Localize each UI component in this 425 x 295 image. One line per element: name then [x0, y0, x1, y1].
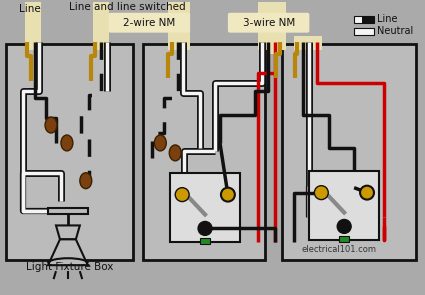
- FancyBboxPatch shape: [228, 13, 309, 33]
- Bar: [93, 2, 109, 53]
- Ellipse shape: [80, 173, 92, 189]
- Bar: [339, 236, 349, 242]
- Bar: [282, 44, 416, 260]
- Text: Light Fixture Box: Light Fixture Box: [26, 262, 113, 272]
- Bar: [295, 36, 322, 50]
- Bar: [168, 2, 190, 53]
- Bar: [258, 2, 286, 53]
- Bar: [143, 44, 265, 260]
- Text: 3-wire NM: 3-wire NM: [243, 18, 295, 28]
- Ellipse shape: [154, 135, 166, 151]
- FancyBboxPatch shape: [109, 13, 190, 33]
- Circle shape: [337, 219, 351, 233]
- Circle shape: [175, 188, 189, 201]
- Text: Line and line switched: Line and line switched: [69, 2, 186, 12]
- Ellipse shape: [61, 135, 73, 151]
- Bar: [354, 28, 374, 35]
- Circle shape: [360, 186, 374, 200]
- Bar: [168, 36, 190, 50]
- Text: electrical101.com: electrical101.com: [302, 245, 377, 254]
- Bar: [25, 36, 41, 50]
- Bar: [362, 16, 374, 23]
- Text: Line: Line: [377, 14, 397, 24]
- Ellipse shape: [169, 145, 181, 161]
- Circle shape: [221, 188, 235, 201]
- Circle shape: [198, 222, 212, 235]
- Text: Neutral: Neutral: [377, 26, 413, 36]
- Text: 2-wire NM: 2-wire NM: [123, 18, 176, 28]
- Bar: [354, 16, 374, 23]
- Circle shape: [314, 186, 328, 200]
- Polygon shape: [48, 239, 88, 265]
- Bar: [200, 238, 210, 244]
- Bar: [93, 36, 109, 50]
- Bar: [25, 2, 41, 53]
- Text: Line: Line: [19, 4, 41, 14]
- Bar: [170, 173, 240, 242]
- Bar: [6, 44, 133, 260]
- Ellipse shape: [45, 117, 57, 133]
- Bar: [258, 36, 286, 50]
- Polygon shape: [56, 225, 80, 239]
- Bar: [48, 208, 88, 214]
- Bar: [309, 171, 379, 240]
